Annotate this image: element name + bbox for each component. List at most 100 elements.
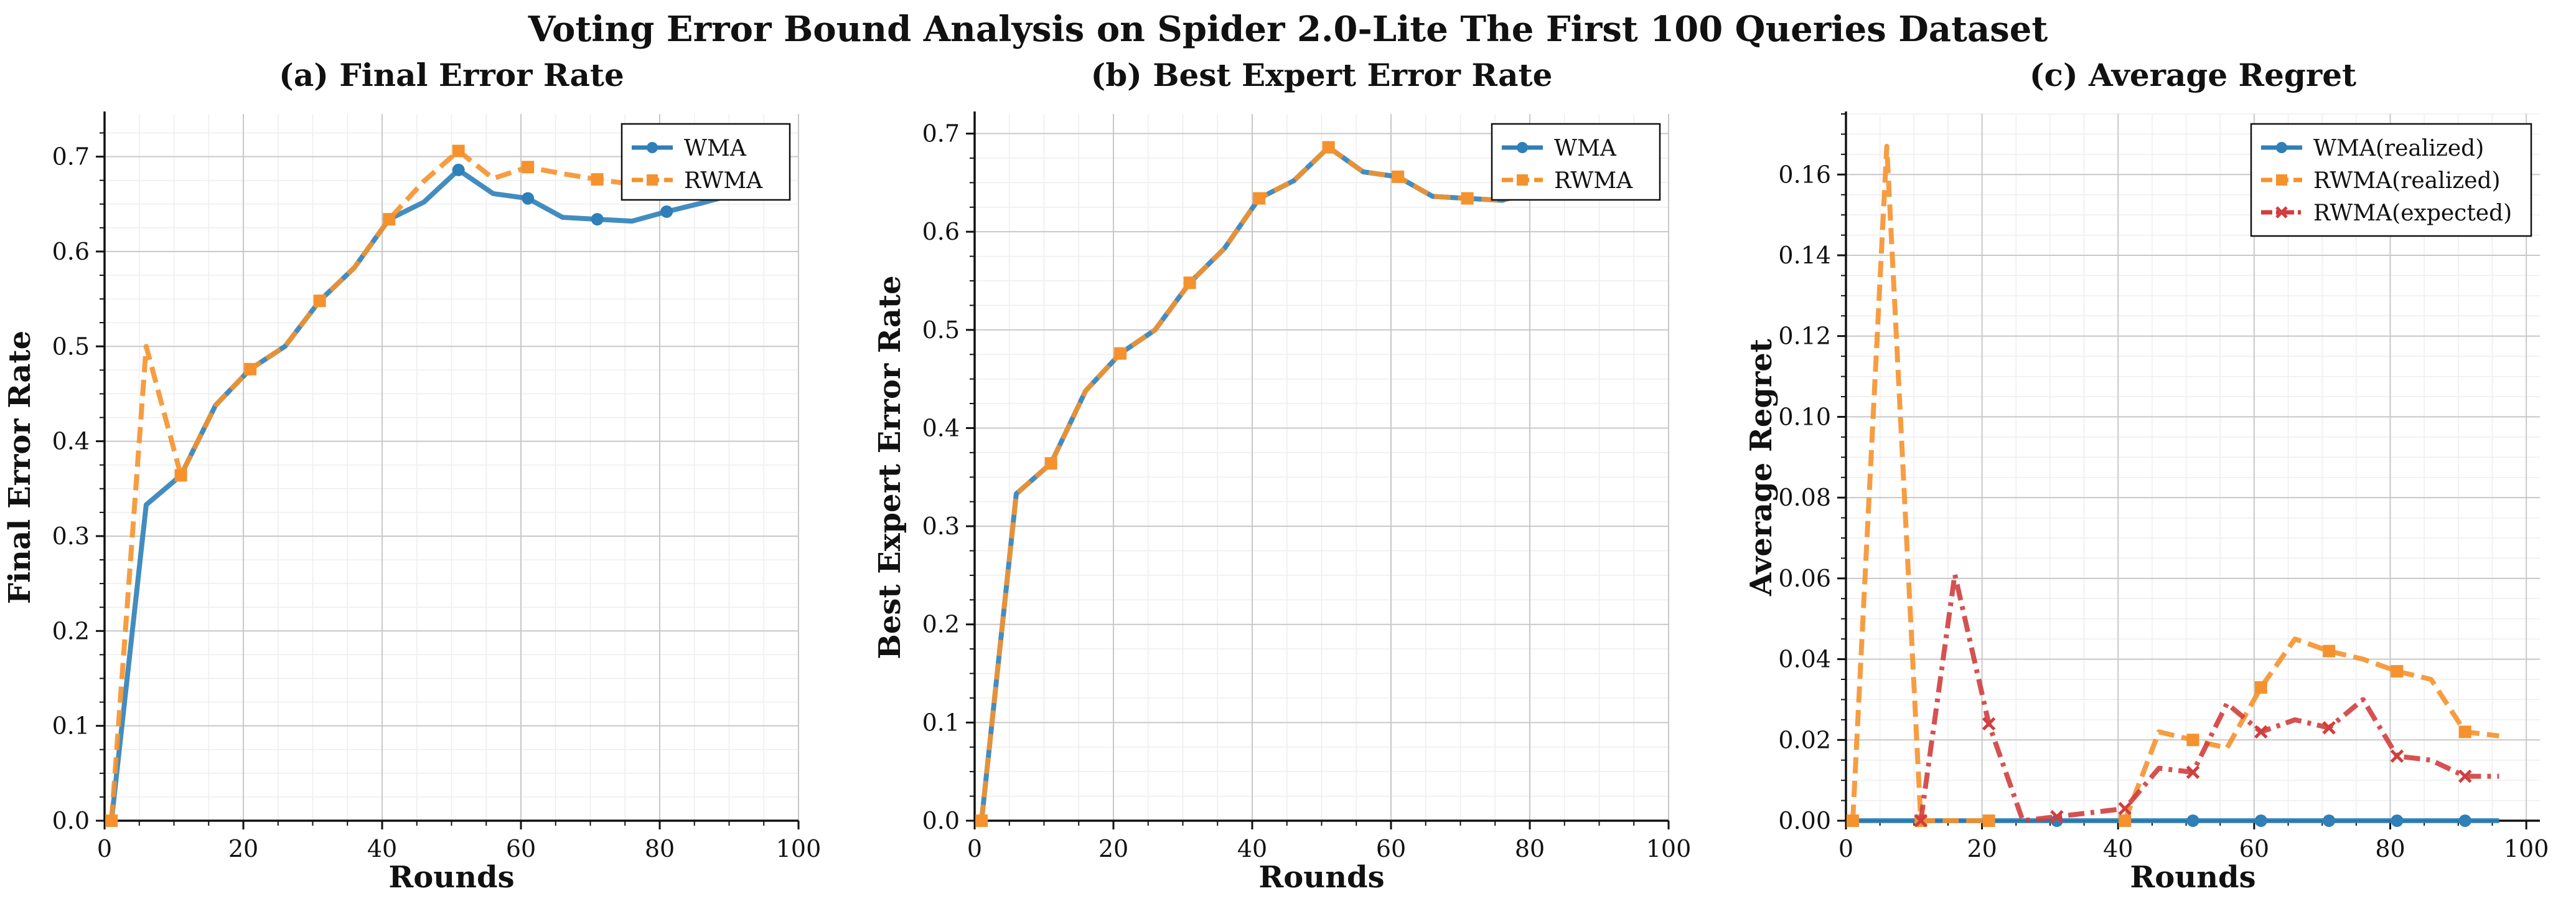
x-axis-label: Rounds [388, 860, 514, 895]
chart-panel-3: 0 20 40 60 80 100 0.00 0.02 0.04 0.06 0.08 0.10 0.12… [1744, 57, 2549, 895]
y-tick-label: 0.3 [52, 522, 90, 550]
data-point [591, 213, 604, 226]
y-tick-label: 0.5 [922, 316, 960, 344]
data-point [1461, 192, 1474, 205]
legend-marker [2276, 142, 2287, 153]
y-axis-label: Average Regret [1744, 339, 1779, 597]
x-tick-label: 100 [1646, 835, 1692, 862]
x-tick-label: 20 [228, 835, 258, 862]
data-point [313, 295, 326, 308]
series-RWMA(expected) [1914, 572, 2499, 827]
series-RWMA [975, 141, 1642, 827]
y-tick-label: 0.10 [1778, 403, 1831, 430]
x-tick-label: 100 [2504, 835, 2549, 862]
y-tick-label: 0.06 [1778, 565, 1831, 592]
data-point [2391, 665, 2404, 678]
x-tick-label: 60 [1376, 835, 1406, 862]
series-line [1918, 572, 2499, 823]
y-tick-label: 0.0 [922, 807, 960, 834]
legend-label: RWMA [1554, 168, 1633, 194]
y-tick-label: 0.6 [52, 238, 90, 265]
legend-label: WMA [684, 136, 747, 161]
legend-marker [1517, 174, 1528, 186]
figure-title: Voting Error Bound Analysis on Spider 2.… [528, 9, 2048, 50]
data-point [1114, 347, 1127, 360]
data-point [1846, 814, 1859, 827]
data-point [2118, 801, 2132, 816]
legend-marker [647, 142, 658, 153]
series-RWMA [105, 144, 772, 827]
data-point [591, 173, 604, 186]
y-tick-label: 0.12 [1778, 323, 1831, 350]
data-point [452, 163, 465, 176]
y-tick-label: 0.2 [922, 611, 960, 638]
data-point [383, 213, 396, 226]
y-tick-label: 0.5 [52, 333, 90, 360]
chart-panel-2: 0 20 40 60 80 100 0.0 0.1 0.2 0.3 0.4 0.5 0.6 0.7 (b) … [873, 57, 1691, 895]
y-tick-label: 0.2 [52, 617, 90, 644]
y-tick-label: 0.6 [922, 218, 960, 245]
data-point [244, 362, 257, 375]
chart-subtitle: (b) Best Expert Error Rate [1091, 57, 1553, 93]
legend-box [621, 123, 791, 201]
series-RWMA(realized) [1846, 143, 2499, 827]
data-point [1044, 457, 1057, 470]
x-tick-label: 60 [506, 835, 536, 862]
y-tick-label: 0.16 [1778, 161, 1831, 188]
series-line [979, 144, 1642, 821]
legend-label: WMA(realized) [2313, 136, 2484, 161]
data-point [2322, 721, 2336, 735]
y-tick-label: 0.04 [1778, 646, 1831, 673]
legend-label: RWMA(expected) [2313, 201, 2512, 226]
x-tick-label: 40 [1237, 835, 1267, 862]
data-point [2050, 810, 2064, 824]
legend-marker [647, 174, 658, 186]
y-tick-label: 0.02 [1778, 726, 1831, 753]
data-point [2391, 814, 2404, 827]
x-tick-label: 20 [1098, 835, 1128, 862]
data-point [1914, 814, 1928, 827]
x-tick-label: 80 [1515, 835, 1545, 862]
data-point [2323, 644, 2336, 658]
data-point [2186, 814, 2199, 827]
data-point [522, 192, 535, 205]
x-axis-label: Rounds [1258, 860, 1384, 895]
y-tick-label: 0.3 [922, 512, 960, 540]
x-tick-label: 80 [2375, 835, 2405, 862]
chart-subtitle: (c) Average Regret [2030, 57, 2356, 93]
legend: WMA RWMA [1491, 123, 1661, 201]
series-line [109, 167, 772, 821]
data-point [2186, 734, 2199, 747]
x-tick-label: 40 [2103, 835, 2133, 862]
y-axis-label: Best Expert Error Rate [873, 275, 907, 659]
data-point [2254, 814, 2267, 827]
y-tick-label: 0.4 [922, 414, 960, 441]
y-tick-label: 0.4 [52, 428, 90, 455]
x-tick-label: 60 [2239, 835, 2269, 862]
chart-subtitle: (a) Final Error Rate [279, 57, 624, 93]
series-WMA [975, 141, 1642, 827]
data-point [1982, 717, 1996, 731]
data-point [1392, 170, 1405, 183]
y-tick-label: 0.0 [52, 807, 90, 834]
x-tick-label: 40 [367, 835, 397, 862]
x-tick-label: 0 [97, 835, 112, 862]
y-tick-label: 0.14 [1778, 242, 1831, 269]
data-point [2186, 765, 2200, 779]
data-point [2254, 725, 2268, 739]
legend-marker [1517, 142, 1528, 153]
data-point [2119, 814, 2132, 827]
chart-panel-1: 0 20 40 60 80 100 0.0 0.1 0.2 0.3 0.4 0.5 0.6 0.7 (a) … [2, 57, 821, 895]
legend: WMA(realized) RWMA(realized) RWMA(expected… [2250, 123, 2532, 237]
data-point [2254, 681, 2267, 694]
x-tick-label: 100 [776, 835, 822, 862]
x-tick-label: 20 [1967, 835, 1997, 862]
data-point [1322, 141, 1335, 154]
data-point [1183, 276, 1196, 290]
legend-box [1491, 123, 1661, 201]
data-point [1982, 814, 1995, 827]
data-point [2390, 749, 2404, 763]
y-tick-label: 0.08 [1778, 484, 1831, 511]
data-point [2458, 769, 2472, 783]
